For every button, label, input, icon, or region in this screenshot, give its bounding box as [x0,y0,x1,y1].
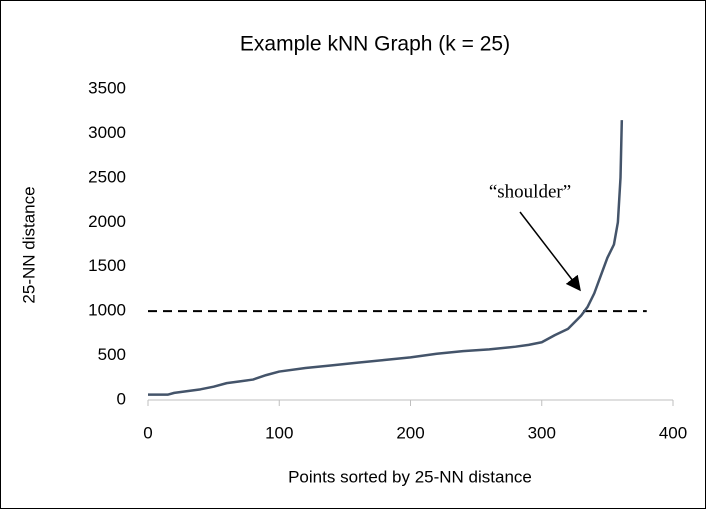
x-tick-label: 200 [396,423,424,442]
annotation: “shoulder” [489,181,571,202]
x-tick-label: 0 [143,423,152,442]
x-tick-label: 300 [528,423,556,442]
x-axis-label: Points sorted by 25-NN distance [288,467,532,486]
x-tick-label: 400 [659,423,687,442]
y-tick-label: 0 [117,389,126,408]
y-tick-label: 1000 [88,301,126,320]
y-tick-label: 2500 [88,167,126,186]
y-tick-label: 2000 [88,212,126,231]
y-axis-label: 25-NN distance [19,186,38,303]
y-tick-label: 500 [98,345,126,364]
x-tick-label: 100 [265,423,293,442]
y-tick-label: 3000 [88,123,126,142]
y-tick-label: 1500 [88,256,126,275]
y-tick-label: 3500 [88,78,126,97]
data-line [148,120,624,396]
annotation-arrow [519,211,581,292]
chart-title: Example kNN Graph (k = 25) [240,33,510,56]
